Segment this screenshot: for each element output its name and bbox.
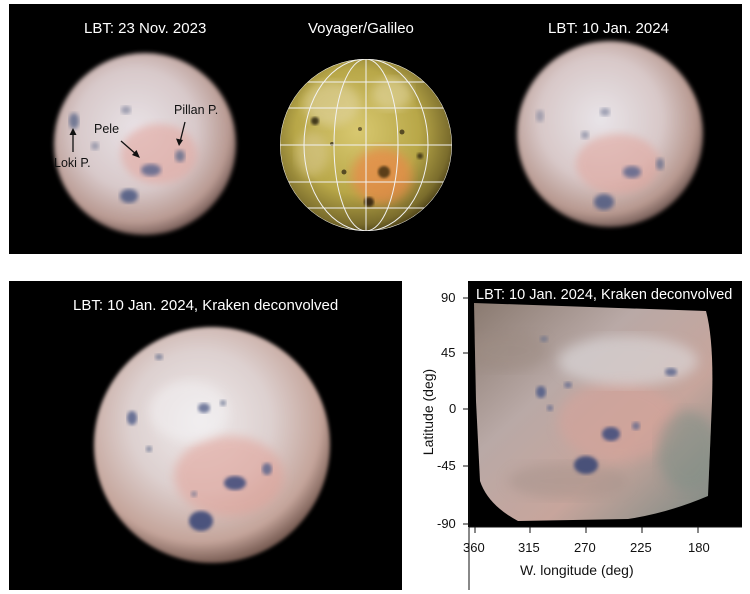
x-tick-360: 360 xyxy=(463,540,485,555)
panel-title: LBT: 10 Jan. 2024, Kraken deconvolved xyxy=(73,297,339,314)
panel-kraken-disk: LBT: 10 Jan. 2024, Kraken deconvolved xyxy=(9,281,402,590)
io-disk-jan-2024 xyxy=(517,41,703,227)
y-tick-minus-45: -45 xyxy=(437,458,456,473)
io-disk-nov-2023 xyxy=(54,53,236,235)
panel-title: LBT: 10 Jan. 2024, Kraken deconvolved xyxy=(476,287,733,303)
io-disk-kraken-deconvolved xyxy=(94,327,330,563)
annotation-pillan: Pillan P. xyxy=(174,103,219,117)
panel-voyager-galileo: Voyager/Galileo xyxy=(272,4,468,254)
x-axis-label: W. longitude (deg) xyxy=(520,562,634,578)
x-tick-270: 270 xyxy=(574,540,596,555)
panel-title: LBT: 10 Jan. 2024 xyxy=(548,20,669,37)
map-axis-strip-left xyxy=(404,281,468,594)
panel-lbt-nov-2023: LBT: 23 Nov. 2023 Pillan P. Pele Loki P. xyxy=(9,4,272,254)
annotation-pele: Pele xyxy=(94,122,120,136)
x-tick-315: 315 xyxy=(518,540,540,555)
y-tick-90: 90 xyxy=(441,290,456,305)
y-tick-0: 0 xyxy=(449,401,457,416)
map-axis-strip-bottom xyxy=(468,527,750,594)
panel-title: LBT: 23 Nov. 2023 xyxy=(84,20,207,37)
panel-lbt-jan-2024: LBT: 10 Jan. 2024 xyxy=(468,4,742,254)
x-tick-180: 180 xyxy=(688,540,710,555)
x-tick-225: 225 xyxy=(630,540,652,555)
annotation-loki: Loki P. xyxy=(54,156,91,170)
io-globe-voyager-galileo xyxy=(280,59,452,231)
arrow-pillan xyxy=(179,121,186,143)
io-surface-map xyxy=(474,303,713,521)
y-axis-label: Latitude (deg) xyxy=(420,368,436,456)
panel-title: Voyager/Galileo xyxy=(308,20,414,37)
y-tick-45: 45 xyxy=(441,345,456,360)
y-tick-minus-90: -90 xyxy=(437,516,456,531)
